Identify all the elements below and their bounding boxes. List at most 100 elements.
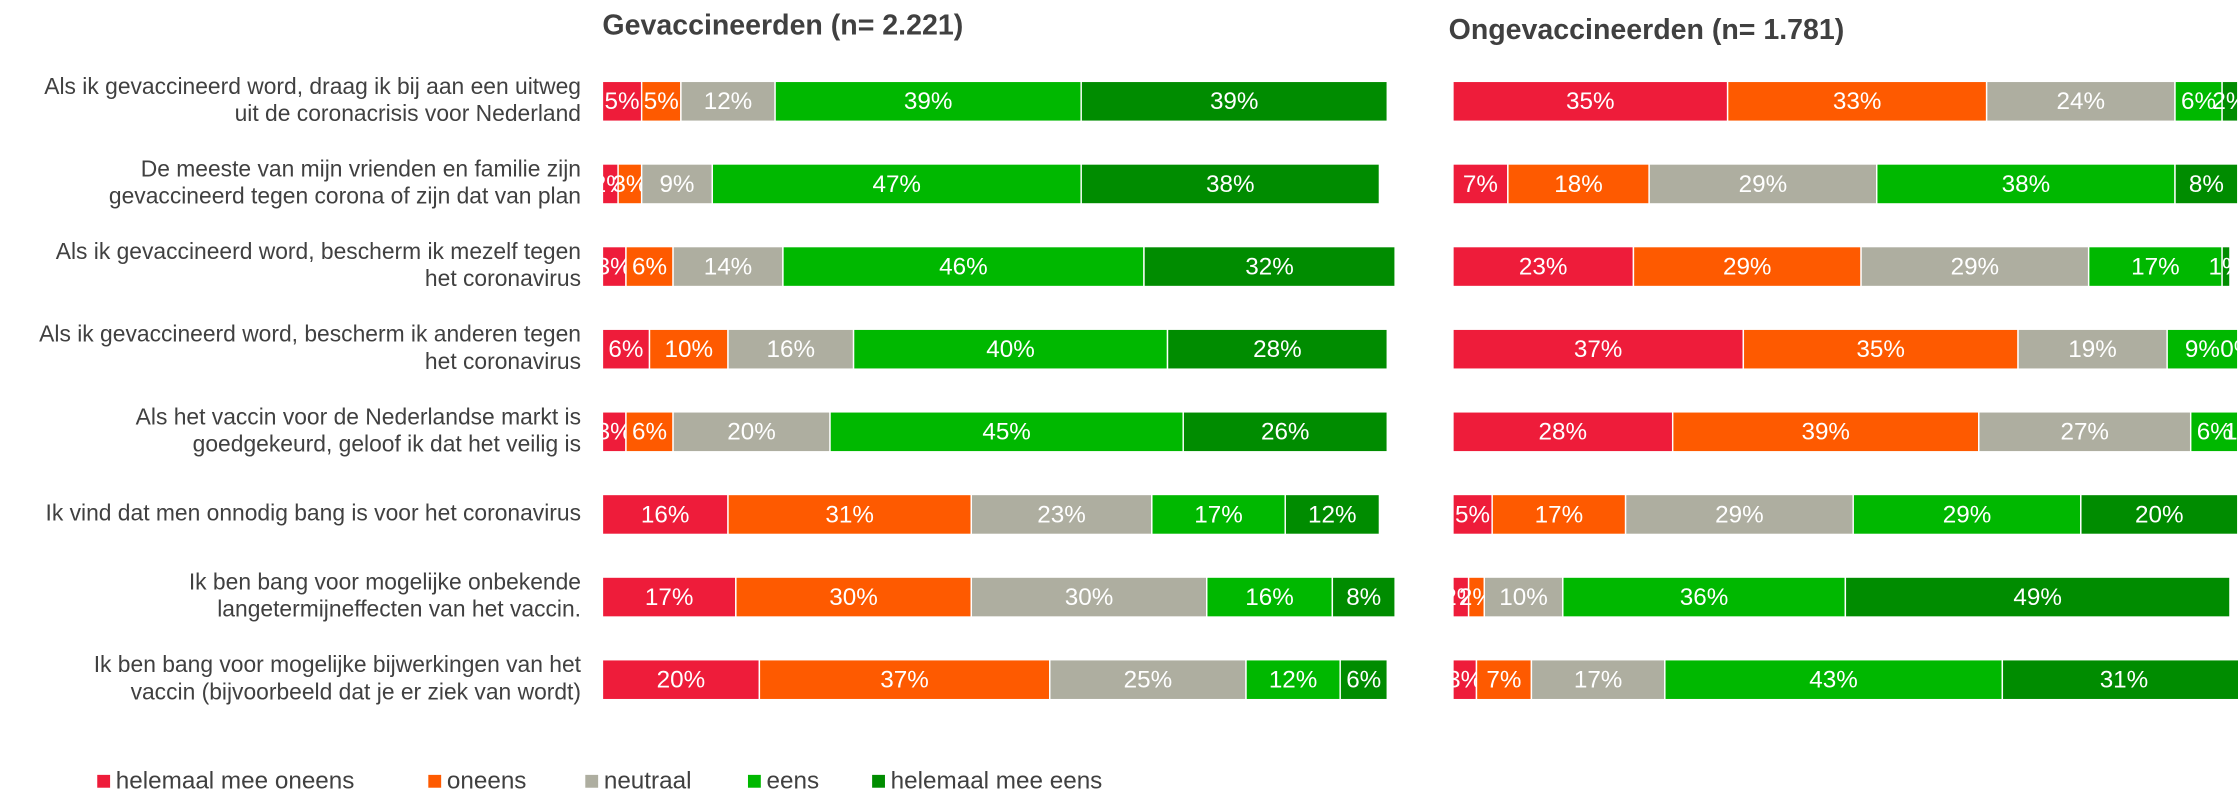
bar-segment xyxy=(1844,576,2231,618)
value-label: 26% xyxy=(1261,419,1310,446)
value-label: 17% xyxy=(1535,501,1584,528)
legend-swatch xyxy=(585,774,599,788)
bar-segment xyxy=(711,163,1082,205)
value-label: 32% xyxy=(1245,253,1294,280)
bar-segment xyxy=(1080,163,1381,205)
value-label: 7% xyxy=(1463,171,1498,198)
category-label: Als ik gevaccineerd word, draag ik bij a… xyxy=(44,73,581,99)
value-label: 23% xyxy=(1037,501,1086,528)
bar-segment xyxy=(852,328,1169,370)
bar-segment xyxy=(2001,659,2238,701)
value-label: 24% xyxy=(2057,88,2106,115)
bar-segment xyxy=(1624,493,1854,536)
bar-segment xyxy=(601,493,729,536)
value-label: 49% xyxy=(2013,584,2062,611)
bar-segment xyxy=(1507,163,1650,205)
bar-segment xyxy=(2174,80,2223,123)
value-label: 37% xyxy=(1574,336,1623,363)
bar-segment xyxy=(1339,659,1388,701)
value-label: 10% xyxy=(664,336,713,363)
value-label: 23% xyxy=(1519,253,1568,280)
value-label: 0% xyxy=(2220,336,2238,363)
value-label: 6% xyxy=(2181,88,2216,115)
value-label: 28% xyxy=(1539,419,1588,446)
bar-segment xyxy=(1562,576,1847,618)
value-label: 31% xyxy=(825,501,874,528)
bar-segment xyxy=(1049,659,1247,701)
value-label: 8% xyxy=(2189,171,2224,198)
value-label: 1% xyxy=(2208,253,2238,280)
bar-segment xyxy=(1671,411,1980,453)
bar-segment xyxy=(1452,328,1745,370)
value-label: 5% xyxy=(605,88,640,115)
legend-swatch xyxy=(747,774,761,788)
value-label: 16% xyxy=(1245,584,1294,611)
value-label: 6% xyxy=(1346,667,1381,694)
value-label: 37% xyxy=(880,667,929,694)
value-label: 29% xyxy=(1723,253,1772,280)
value-label: 14% xyxy=(704,253,753,280)
value-label: 25% xyxy=(1124,667,1173,694)
category-label: vaccin (bijvoorbeeld dat je er ziek van … xyxy=(131,678,581,704)
bar-segment xyxy=(970,493,1153,536)
value-label: 19% xyxy=(2068,336,2117,363)
bar-segment xyxy=(601,576,737,618)
value-label: 38% xyxy=(1206,171,1255,198)
category-label: Ik vind dat men onnodig bang is voor het… xyxy=(45,499,581,525)
bar-segment xyxy=(672,245,784,288)
bar-segment xyxy=(1632,245,1862,288)
value-label: 17% xyxy=(2131,253,2180,280)
bar-segment xyxy=(601,80,643,123)
bar-segment xyxy=(758,659,1051,701)
legend-swatch xyxy=(872,774,885,788)
bar-segment xyxy=(829,411,1184,453)
category-label: Als het vaccin voor de Nederlandse markt… xyxy=(136,403,581,429)
value-label: 18% xyxy=(1554,171,1603,198)
legend-label: neutraal xyxy=(604,767,692,792)
bar-segment xyxy=(601,328,651,370)
value-label: 30% xyxy=(1065,584,1114,611)
bar-segment xyxy=(640,80,682,123)
chart-title: Gevaccineerden (n= 2.221) xyxy=(602,10,963,42)
value-label: 45% xyxy=(982,419,1031,446)
value-label: 35% xyxy=(1566,88,1615,115)
bar-segment xyxy=(1664,659,2004,701)
category-label: het coronavirus xyxy=(425,348,581,374)
category-label: Als ik gevaccineerd word, bescherm ik me… xyxy=(56,238,581,264)
value-label: 16% xyxy=(641,501,690,528)
bar-segment xyxy=(1452,493,1493,536)
bar-segment xyxy=(2221,245,2231,288)
value-label: 12% xyxy=(1269,667,1318,694)
bar-segment xyxy=(1452,245,1635,288)
bar-segment xyxy=(640,163,714,205)
category-label: Als ik gevaccineerd word, bescherm ik an… xyxy=(39,321,581,347)
bar-segment xyxy=(1985,80,2176,123)
value-label: 5% xyxy=(1455,501,1490,528)
value-label: 38% xyxy=(2002,171,2051,198)
value-label: 16% xyxy=(767,336,816,363)
category-label: gevaccineerd tegen corona of zijn dat va… xyxy=(109,183,581,209)
value-label: 36% xyxy=(1680,584,1729,611)
value-label: 20% xyxy=(2135,501,2184,528)
value-label: 20% xyxy=(727,419,776,446)
bar-segment xyxy=(735,576,973,618)
bar-segment xyxy=(601,659,761,701)
category-label: het coronavirus xyxy=(425,265,581,291)
bar-segment xyxy=(727,328,855,370)
value-label: 10% xyxy=(1499,584,1548,611)
category-label: De meeste van mijn vrienden en familie z… xyxy=(141,155,581,181)
bar-segment xyxy=(1852,493,2082,536)
bar-segment xyxy=(1726,80,1988,123)
bar-segment xyxy=(1245,659,1341,701)
value-label: 35% xyxy=(1856,336,1905,363)
value-label: 12% xyxy=(704,88,753,115)
value-label: 29% xyxy=(1943,501,1992,528)
value-label: 47% xyxy=(872,171,921,198)
value-label: 17% xyxy=(1194,501,1243,528)
value-label: 33% xyxy=(1833,88,1882,115)
bar-segment xyxy=(2174,163,2238,205)
value-label: 8% xyxy=(1346,584,1381,611)
legend-label: oneens xyxy=(447,767,527,792)
